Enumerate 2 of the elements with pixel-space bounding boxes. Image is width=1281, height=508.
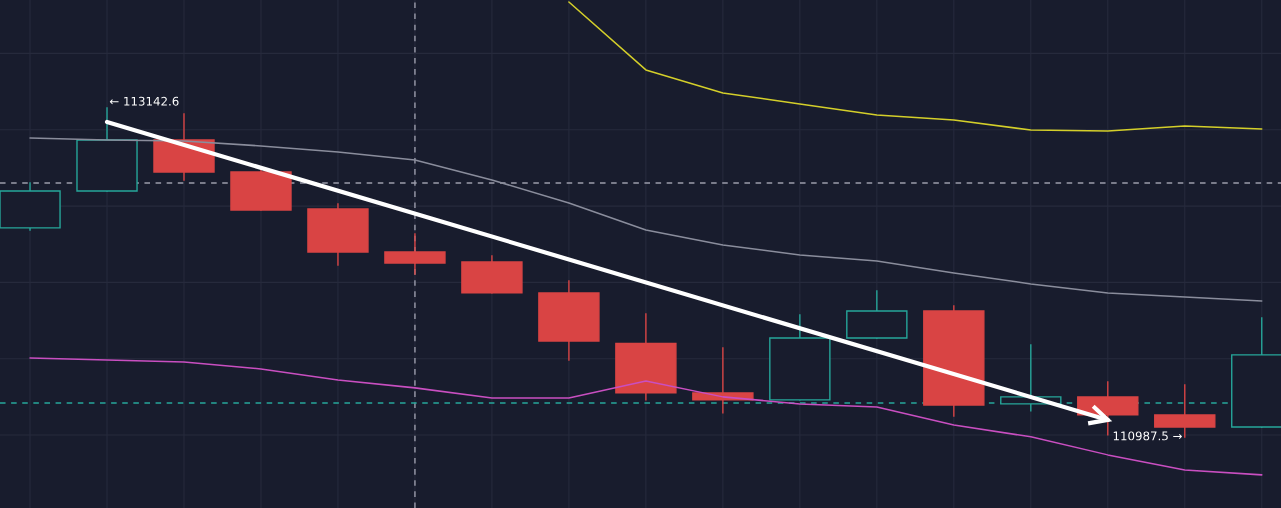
annotation: 110987.5 → (1113, 431, 1182, 441)
annotation: ← 113142.6 (109, 96, 179, 106)
